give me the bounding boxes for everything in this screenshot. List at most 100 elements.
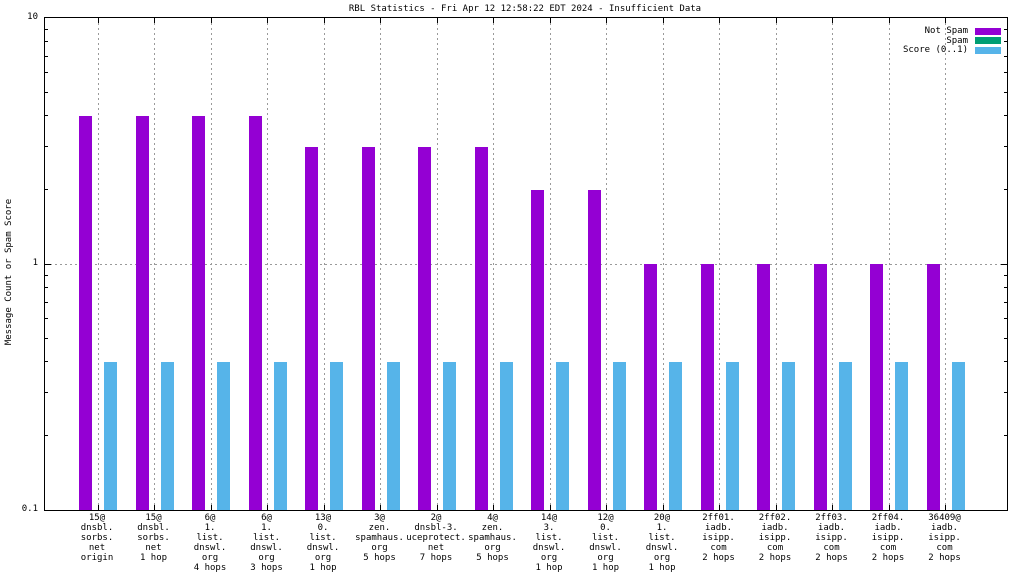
- y-tick-label: 0.1: [21, 504, 38, 514]
- x-tick-label: 20@ 1. list. dnswl. org 1 hop: [645, 513, 679, 573]
- x-tick-top: [945, 18, 946, 23]
- bar-not-spam: [361, 146, 375, 510]
- bar-not-spam: [870, 264, 883, 510]
- legend-label: Not Spam: [924, 26, 968, 36]
- y-major-tick-right: [1001, 263, 1007, 265]
- legend-row: Not Spam: [925, 26, 1001, 36]
- x-tick-top: [267, 18, 268, 23]
- x-tick-bottom: [210, 505, 212, 510]
- y-minor-tick-left: [45, 91, 48, 93]
- x-gridline: [323, 18, 325, 510]
- y-minor-tick-left: [45, 41, 48, 43]
- x-tick-label: 12@ 0. list. dnswl. org 1 hop: [589, 513, 622, 573]
- x-tick-top: [888, 18, 890, 23]
- legend-row: Spam: [946, 36, 1001, 46]
- bar-not-spam: [135, 115, 149, 510]
- x-tick-bottom: [775, 505, 777, 510]
- bar-not-spam: [926, 264, 940, 510]
- x-tick-top: [832, 18, 833, 23]
- x-tick-label: 6@ 1. list. dnswl. org 3 hops: [250, 513, 283, 573]
- bar-not-spam: [700, 264, 714, 510]
- y-minor-tick-left: [45, 189, 48, 191]
- bar-score-0-1-: [104, 361, 117, 510]
- bar-score-0-1-: [160, 361, 174, 510]
- y-minor-tick-left: [45, 301, 48, 303]
- bar-not-spam: [757, 264, 770, 510]
- bar-score-0-1-: [273, 361, 287, 510]
- bar-not-spam: [531, 189, 544, 510]
- bar-score-0-1-: [612, 361, 626, 510]
- x-gridline: [775, 18, 777, 510]
- x-gridline: [945, 18, 946, 510]
- y-minor-tick-left: [45, 318, 48, 320]
- bar-score-0-1-: [669, 361, 682, 510]
- major-gridline-y1: [45, 263, 1007, 265]
- x-tick-label: 15@ dnsbl. sorbs. net origin: [80, 513, 114, 563]
- bar-not-spam: [79, 115, 92, 510]
- x-tick-top: [549, 18, 551, 23]
- x-tick-top: [323, 18, 325, 23]
- bar-score-0-1-: [895, 361, 908, 510]
- y-minor-tick-left: [45, 287, 48, 289]
- legend-swatch: [975, 27, 1001, 35]
- x-gridline: [154, 18, 155, 510]
- x-gridline: [380, 18, 381, 510]
- bar-not-spam: [644, 264, 657, 510]
- y-minor-tick-left: [45, 55, 48, 57]
- y-major-tick-left: [45, 263, 51, 265]
- y-tick-label: 10: [27, 12, 38, 22]
- x-tick-label: 2ff02. iadb. isipp. com 2 hops: [758, 513, 792, 563]
- x-tick-top: [210, 18, 212, 23]
- x-gridline: [436, 18, 438, 510]
- x-tick-top: [436, 18, 438, 23]
- bar-score-0-1-: [443, 361, 456, 510]
- x-tick-bottom: [267, 505, 268, 510]
- y-minor-tick-right: [1004, 55, 1007, 57]
- x-tick-label: 36409@ iadb. isipp. com 2 hops: [928, 513, 961, 563]
- bar-score-0-1-: [386, 361, 400, 510]
- x-tick-bottom: [888, 505, 890, 510]
- x-tick-label: 2@ dnsbl-3. uceprotect. net 7 hops: [406, 513, 466, 563]
- bar-score-0-1-: [499, 361, 513, 510]
- x-tick-top: [719, 18, 720, 23]
- bar-score-0-1-: [217, 361, 230, 510]
- y-minor-tick-right: [1004, 337, 1007, 339]
- bar-score-0-1-: [951, 361, 965, 510]
- x-gridline: [606, 18, 607, 510]
- x-tick-bottom: [380, 505, 381, 510]
- plot-area: Not Spam Spam Score (0..1): [44, 17, 1008, 511]
- y-minor-tick-left: [45, 435, 48, 437]
- bar-not-spam: [587, 189, 601, 510]
- y-minor-tick-right: [1004, 274, 1007, 276]
- y-minor-tick-left: [45, 361, 48, 363]
- x-tick-bottom: [323, 505, 325, 510]
- legend-label: Score (0..1): [902, 45, 968, 55]
- x-gridline: [267, 18, 268, 510]
- x-tick-top: [775, 18, 777, 23]
- bar-score-0-1-: [725, 361, 739, 510]
- x-tick-top: [97, 18, 99, 23]
- x-tick-top: [380, 18, 381, 23]
- y-minor-tick-right: [1004, 72, 1007, 74]
- bar-not-spam: [248, 115, 262, 510]
- bar-not-spam: [418, 146, 431, 510]
- y-minor-tick-right: [1004, 287, 1007, 289]
- y-minor-tick-left: [45, 337, 48, 339]
- legend-swatch: [975, 37, 1001, 44]
- x-tick-bottom: [97, 505, 99, 510]
- legend-label: Spam: [946, 35, 968, 46]
- bar-score-0-1-: [782, 361, 795, 510]
- x-tick-label: 15@ dnsbl. sorbs. net 1 hop: [137, 513, 170, 563]
- x-tick-bottom: [154, 505, 155, 510]
- y-minor-tick-right: [1004, 41, 1007, 43]
- y-minor-tick-left: [45, 146, 48, 148]
- y-minor-tick-right: [1004, 91, 1007, 93]
- y-minor-tick-right: [1004, 115, 1007, 117]
- y-axis-title: Message Count or Spam Score: [4, 198, 14, 346]
- x-tick-label: 6@ 1. list. dnswl. org 4 hops: [193, 513, 227, 573]
- y-minor-tick-right: [1004, 361, 1007, 363]
- bar-score-0-1-: [838, 361, 852, 510]
- y-minor-tick-right: [1004, 28, 1007, 30]
- y-minor-tick-right: [1004, 435, 1007, 437]
